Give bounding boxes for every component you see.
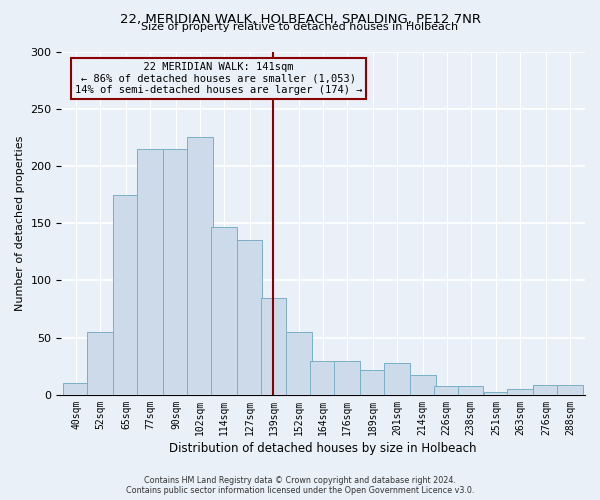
Bar [434, 386, 460, 395]
Bar [286, 332, 312, 395]
Bar [137, 149, 163, 395]
Bar [410, 376, 436, 395]
Bar [360, 370, 386, 395]
Bar [88, 332, 113, 395]
Bar [260, 298, 286, 395]
Text: Size of property relative to detached houses in Holbeach: Size of property relative to detached ho… [142, 22, 458, 32]
Bar [557, 384, 583, 395]
Bar [533, 384, 559, 395]
Bar [113, 194, 139, 395]
Bar [334, 360, 360, 395]
Bar [310, 360, 336, 395]
Bar [163, 149, 189, 395]
Bar [458, 386, 484, 395]
Text: 22 MERIDIAN WALK: 141sqm  
← 86% of detached houses are smaller (1,053)
14% of s: 22 MERIDIAN WALK: 141sqm ← 86% of detach… [75, 62, 362, 95]
Bar [508, 389, 533, 395]
Bar [64, 384, 89, 395]
Bar [187, 138, 212, 395]
Bar [384, 363, 410, 395]
Y-axis label: Number of detached properties: Number of detached properties [15, 136, 25, 311]
Bar [236, 240, 262, 395]
Bar [211, 226, 236, 395]
Text: 22, MERIDIAN WALK, HOLBEACH, SPALDING, PE12 7NR: 22, MERIDIAN WALK, HOLBEACH, SPALDING, P… [119, 12, 481, 26]
X-axis label: Distribution of detached houses by size in Holbeach: Distribution of detached houses by size … [169, 442, 477, 455]
Text: Contains HM Land Registry data © Crown copyright and database right 2024.
Contai: Contains HM Land Registry data © Crown c… [126, 476, 474, 495]
Bar [484, 392, 509, 395]
